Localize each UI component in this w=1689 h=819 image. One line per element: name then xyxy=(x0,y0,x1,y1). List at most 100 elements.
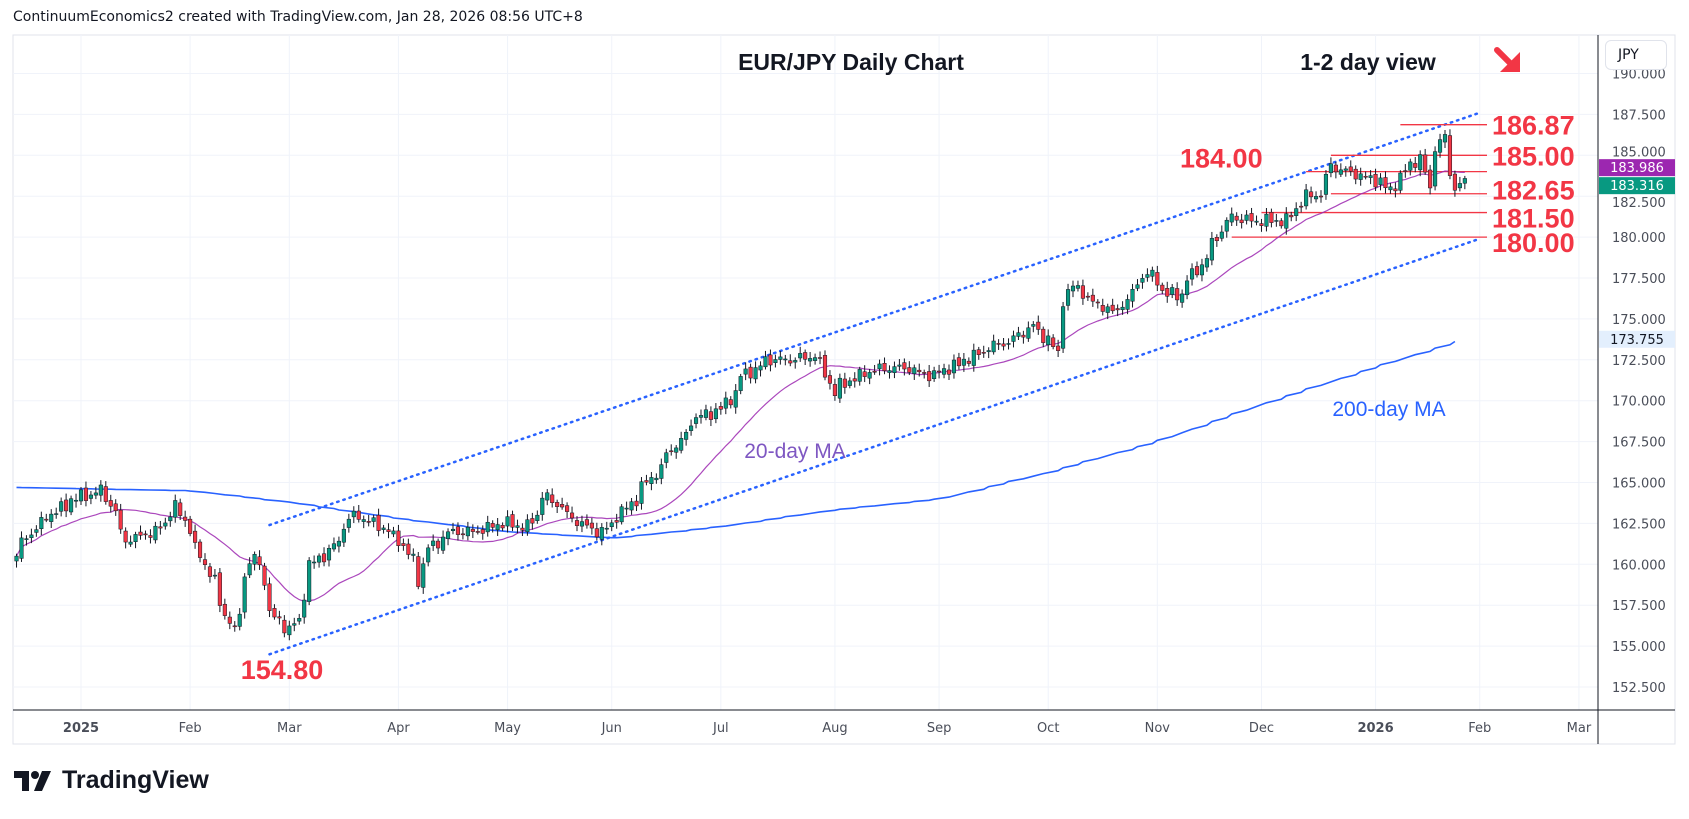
candle[interactable] xyxy=(1433,146,1438,191)
candle[interactable] xyxy=(971,343,976,372)
candle[interactable] xyxy=(609,519,614,532)
candle[interactable] xyxy=(684,429,689,446)
candle[interactable] xyxy=(361,515,366,529)
candle[interactable] xyxy=(520,523,525,537)
candle[interactable] xyxy=(1284,207,1289,235)
candle[interactable] xyxy=(1011,330,1016,348)
candle[interactable] xyxy=(88,491,93,505)
candle[interactable] xyxy=(664,448,669,469)
candle[interactable] xyxy=(1264,208,1269,232)
candle[interactable] xyxy=(341,523,346,547)
candle[interactable] xyxy=(19,531,24,562)
candle[interactable] xyxy=(644,474,649,486)
candle[interactable] xyxy=(783,354,788,366)
candle[interactable] xyxy=(1457,176,1462,192)
candle[interactable] xyxy=(1249,207,1254,228)
candle[interactable] xyxy=(966,357,971,367)
candle[interactable] xyxy=(475,525,480,535)
candle[interactable] xyxy=(356,504,361,523)
candle[interactable] xyxy=(639,477,644,510)
candle[interactable] xyxy=(743,362,748,381)
candle[interactable] xyxy=(1214,234,1219,247)
candle[interactable] xyxy=(257,550,262,570)
candle[interactable] xyxy=(262,562,267,591)
candle[interactable] xyxy=(545,489,550,506)
candle[interactable] xyxy=(455,522,461,541)
candle[interactable] xyxy=(118,503,123,534)
candle[interactable] xyxy=(1065,283,1071,311)
candle[interactable] xyxy=(1194,261,1200,278)
candle[interactable] xyxy=(550,488,555,508)
candle[interactable] xyxy=(73,493,79,508)
candle[interactable] xyxy=(778,350,783,365)
candle[interactable] xyxy=(1447,129,1453,180)
candle[interactable] xyxy=(748,363,753,384)
candle[interactable] xyxy=(579,515,585,533)
currency-button[interactable]: JPY xyxy=(1605,40,1667,70)
candle[interactable] xyxy=(619,504,624,525)
candle[interactable] xyxy=(1299,201,1304,213)
candle[interactable] xyxy=(584,514,589,529)
candle[interactable] xyxy=(1348,160,1353,176)
candle[interactable] xyxy=(1294,202,1299,222)
candle[interactable] xyxy=(703,404,709,421)
candle[interactable] xyxy=(763,350,768,370)
candle[interactable] xyxy=(188,515,193,537)
candle[interactable] xyxy=(768,349,773,372)
candle[interactable] xyxy=(242,573,247,619)
candle[interactable] xyxy=(1165,281,1170,303)
candle[interactable] xyxy=(287,620,292,641)
candle[interactable] xyxy=(951,354,957,379)
candle[interactable] xyxy=(267,577,272,618)
candle[interactable] xyxy=(525,514,530,536)
candle[interactable] xyxy=(1358,167,1363,186)
candle[interactable] xyxy=(1100,298,1105,316)
candle[interactable] xyxy=(302,593,307,624)
candle[interactable] xyxy=(1353,165,1358,185)
candle[interactable] xyxy=(1219,225,1224,242)
candle[interactable] xyxy=(649,471,654,491)
candle[interactable] xyxy=(946,364,952,380)
candle[interactable] xyxy=(272,604,277,620)
candle[interactable] xyxy=(708,406,713,427)
candle[interactable] xyxy=(178,498,183,521)
candle[interactable] xyxy=(867,369,872,385)
candle[interactable] xyxy=(1199,258,1205,282)
candle[interactable] xyxy=(693,413,699,429)
candle[interactable] xyxy=(1413,157,1418,173)
candle[interactable] xyxy=(624,501,629,516)
candle[interactable] xyxy=(877,359,882,376)
candle[interactable] xyxy=(39,511,44,536)
candle[interactable] xyxy=(718,401,723,415)
candle[interactable] xyxy=(277,610,282,625)
candle[interactable] xyxy=(436,538,441,554)
candle[interactable] xyxy=(654,473,659,484)
candle[interactable] xyxy=(857,366,862,386)
candle[interactable] xyxy=(138,525,143,540)
candle[interactable] xyxy=(634,494,639,512)
candle[interactable] xyxy=(490,520,495,533)
candle[interactable] xyxy=(1452,170,1457,197)
candle[interactable] xyxy=(1145,268,1150,282)
candle[interactable] xyxy=(495,518,500,536)
candle[interactable] xyxy=(1204,254,1209,272)
candle[interactable] xyxy=(1318,190,1324,203)
candle[interactable] xyxy=(252,551,257,571)
candle[interactable] xyxy=(307,557,312,606)
candle[interactable] xyxy=(758,361,763,377)
candle[interactable] xyxy=(907,361,912,376)
candle[interactable] xyxy=(406,538,411,560)
candle[interactable] xyxy=(232,621,237,632)
candle[interactable] xyxy=(64,493,69,518)
candle[interactable] xyxy=(1393,182,1398,198)
candle[interactable] xyxy=(713,403,718,424)
candle[interactable] xyxy=(1289,211,1294,222)
candle[interactable] xyxy=(123,527,128,549)
candle[interactable] xyxy=(659,458,664,485)
candle[interactable] xyxy=(381,524,386,534)
candle[interactable] xyxy=(817,351,823,365)
candle[interactable] xyxy=(1180,289,1185,308)
candle[interactable] xyxy=(912,364,917,380)
candle[interactable] xyxy=(505,510,510,533)
candle[interactable] xyxy=(941,363,947,379)
